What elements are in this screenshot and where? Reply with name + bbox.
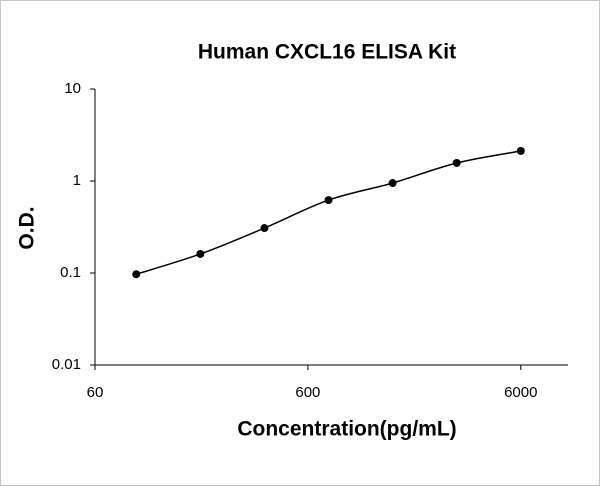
x-tick-label: 6000 — [504, 384, 537, 401]
x-axis-title: Concentration(pg/mL) — [237, 418, 456, 441]
x-tick-label: 600 — [295, 384, 320, 401]
x-tick-label: 60 — [87, 384, 104, 401]
data-point — [452, 158, 461, 167]
chart-title: Human CXCL16 ELISA Kit — [198, 41, 456, 64]
y-tick-label: 1 — [73, 172, 81, 189]
data-point — [196, 249, 205, 258]
y-tick-label: 10 — [64, 80, 81, 97]
y-axis-title: O.D. — [16, 206, 39, 249]
data-point — [132, 270, 141, 279]
data-point — [324, 196, 333, 205]
y-tick-label: 0.01 — [52, 356, 81, 373]
data-point — [260, 224, 269, 233]
y-tick-label: 0.1 — [60, 264, 81, 281]
data-point — [516, 146, 525, 155]
data-point — [388, 179, 397, 188]
